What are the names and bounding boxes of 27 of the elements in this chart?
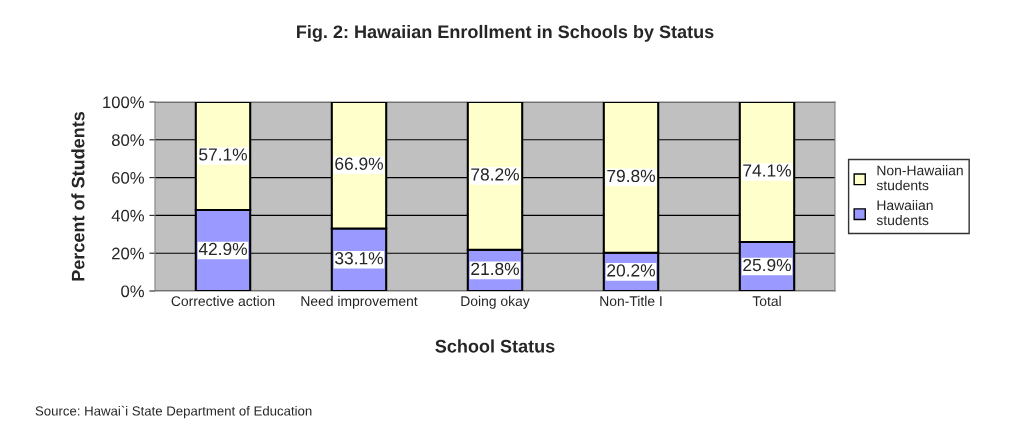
y-axis-title: Percent of Students [71,111,85,281]
data-label: 42.9% [198,242,247,256]
y-tick-label: 0% [121,285,144,298]
x-tick-label: Corrective action [171,295,275,307]
data-label: 57.1% [199,148,247,161]
x-tick-label: Doing okay [461,295,530,309]
data-label: 66.9% [335,157,383,170]
legend-label: Non-Hawaiian students [876,165,963,191]
data-label: 20.2% [607,264,655,277]
y-tick-label: 100% [103,96,144,109]
source-note: Source: Hawai`i State Department of Education [35,405,312,419]
y-tick-label: 60% [112,172,144,184]
x-axis-title: School Status [435,339,555,353]
data-label: 21.8% [471,262,519,276]
x-tick-label: Need improvement [301,295,418,309]
x-tick-label: Non-Title I [600,295,662,307]
legend-label: Hawaiian students [876,199,933,226]
y-tick-label: 80% [111,134,144,146]
data-label: 33.1% [335,252,383,265]
data-label: 78.2% [471,168,519,181]
data-label: 79.8% [607,169,655,183]
data-label: 74.1% [743,164,791,177]
data-label: 25.9% [743,258,791,272]
y-tick-label: 20% [112,247,144,260]
chart-title: Fig. 2: Hawaiian Enrollment in Schools by Status [297,24,714,42]
x-tick-label: Total [752,295,781,307]
y-tick-label: 40% [111,209,144,222]
